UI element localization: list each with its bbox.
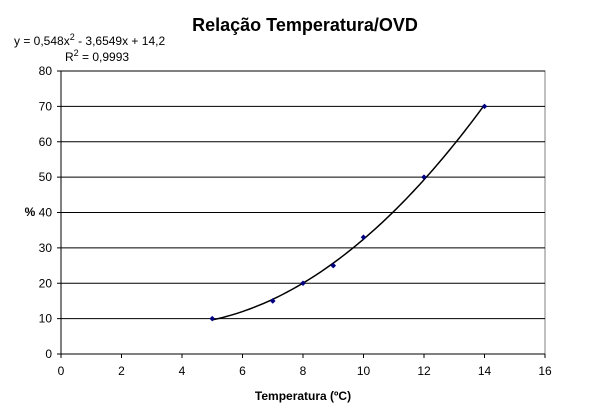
- x-tick-label: 2: [118, 364, 125, 378]
- x-tick-label: 8: [300, 364, 307, 378]
- y-tick-label: 0: [45, 347, 52, 361]
- data-point: [330, 262, 337, 269]
- data-point: [209, 315, 216, 322]
- trendline-equation: y = 0,548x2 - 3,6549x + 14,2: [14, 32, 165, 48]
- y-tick-label: 60: [39, 135, 53, 149]
- grid-lines: [61, 70, 545, 320]
- x-tick-label: 16: [538, 364, 552, 378]
- x-tick-label: 4: [179, 364, 186, 378]
- data-point: [421, 174, 427, 180]
- x-axis-label: Temperatura (ºC): [255, 389, 351, 403]
- x-tick-label: 0: [58, 364, 65, 378]
- y-tick-label: 40: [39, 206, 53, 220]
- y-tick-label: 50: [39, 170, 53, 184]
- y-tick-label: 10: [39, 312, 53, 326]
- chart-title: Relação Temperatura/OVD: [192, 15, 418, 35]
- x-tick-label: 6: [239, 364, 246, 378]
- data-point: [269, 298, 276, 304]
- y-axis-label: %: [25, 205, 36, 219]
- data-point: [300, 280, 306, 287]
- y-tick-label: 20: [39, 276, 53, 290]
- y-tick-label: 30: [39, 241, 53, 255]
- trendline-curve: [212, 104, 486, 321]
- y-tick-label: 80: [39, 64, 53, 78]
- data-points: [209, 103, 488, 322]
- x-tick-label: 12: [417, 364, 431, 378]
- data-point: [360, 234, 367, 241]
- x-tick-label: 14: [478, 364, 492, 378]
- y-tick-label: 70: [39, 99, 53, 113]
- x-tick-label: 10: [357, 364, 371, 378]
- data-point: [481, 103, 488, 110]
- axis-ticks: 0 10 20 30 40 50 60 70 80 0 2 4 6 8 10 12 14 16: [39, 64, 552, 378]
- trendline-r-squared: R2 = 0,9993: [65, 48, 129, 64]
